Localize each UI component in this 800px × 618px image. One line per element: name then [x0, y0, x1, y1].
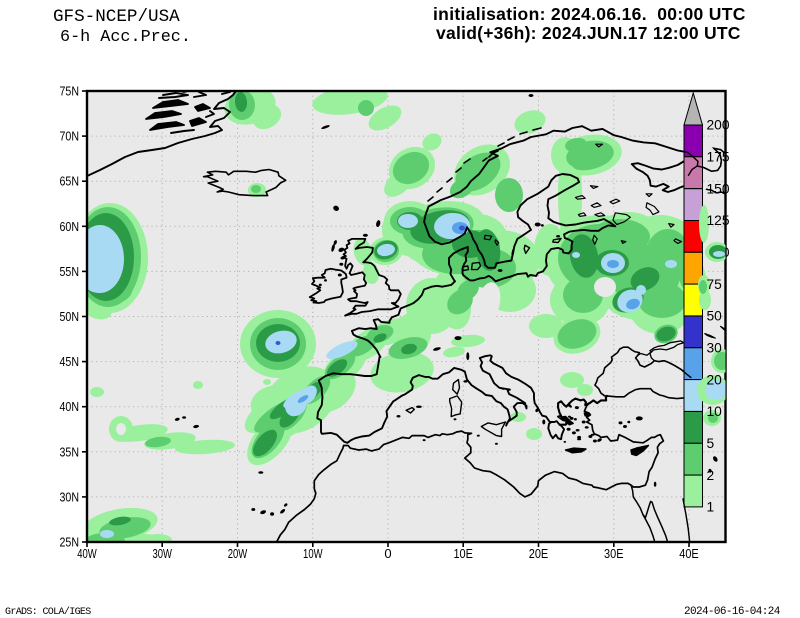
- svg-text:40N: 40N: [60, 399, 80, 414]
- svg-text:55N: 55N: [60, 264, 80, 279]
- svg-text:10E: 10E: [453, 546, 473, 561]
- svg-text:45N: 45N: [60, 354, 80, 369]
- svg-text:200: 200: [707, 118, 730, 133]
- svg-text:30W: 30W: [152, 546, 172, 561]
- svg-text:40E: 40E: [679, 546, 699, 561]
- svg-text:50: 50: [707, 309, 723, 324]
- svg-text:125: 125: [707, 213, 730, 228]
- svg-text:10W: 10W: [303, 546, 323, 561]
- svg-text:5: 5: [707, 436, 715, 451]
- svg-text:20: 20: [707, 372, 723, 387]
- svg-text:35N: 35N: [60, 444, 80, 459]
- svg-text:50N: 50N: [60, 309, 80, 324]
- svg-text:70N: 70N: [60, 129, 80, 144]
- svg-text:10: 10: [707, 404, 723, 419]
- svg-text:20E: 20E: [529, 546, 549, 561]
- svg-text:30E: 30E: [604, 546, 624, 561]
- svg-text:20W: 20W: [228, 546, 248, 561]
- svg-text:0: 0: [384, 546, 391, 561]
- svg-text:150: 150: [707, 181, 730, 196]
- svg-text:75: 75: [707, 277, 723, 292]
- svg-text:2: 2: [707, 468, 715, 483]
- svg-text:65N: 65N: [60, 174, 80, 189]
- svg-text:60N: 60N: [60, 219, 80, 234]
- svg-text:30: 30: [707, 341, 723, 356]
- svg-text:25N: 25N: [60, 535, 80, 550]
- svg-text:1: 1: [707, 500, 715, 515]
- svg-text:30N: 30N: [60, 489, 80, 504]
- svg-text:75N: 75N: [60, 84, 80, 99]
- svg-text:40W: 40W: [77, 546, 97, 561]
